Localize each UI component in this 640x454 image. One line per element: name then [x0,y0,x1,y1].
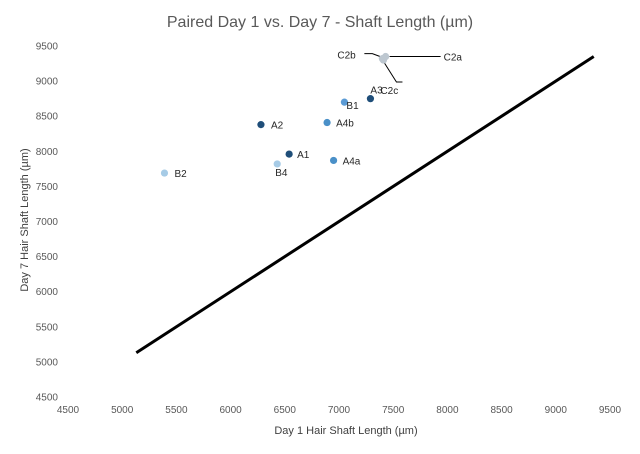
data-point-a4b [323,118,331,127]
data-label-c2c: C2c [380,86,398,97]
x-tick-label: 8500 [490,405,513,416]
y-tick-label: 6000 [36,287,59,298]
y-tick-label: 5500 [36,322,59,333]
x-tick-label: 6500 [274,405,297,416]
y-axis-ticks: 4500 5000 5500 6000 6500 7000 7500 8000 8500 9000… [36,42,59,404]
data-label-a1: A1 [297,150,310,161]
y-tick-label: 7000 [36,217,59,228]
y-tick-label: 7500 [36,182,59,193]
data-label-a3: A3 [370,86,383,97]
reference-line [135,55,595,355]
data-point-a1 [285,150,293,158]
leader-line-c2b [364,53,381,58]
y-tick-label: 4500 [36,393,59,404]
data-point-b4 [273,160,281,168]
x-axis-ticks: 4500 5000 5500 6000 6500 7000 7500 8000 8500 9000… [57,405,622,416]
y-tick-label: 9000 [36,77,59,88]
x-tick-label: 4500 [57,405,80,416]
data-label-a4b: A4b [336,119,354,130]
data-label-b4: B4 [275,168,288,179]
data-point-a2 [257,121,265,129]
chart-title: Paired Day 1 vs. Day 7 - Shaft Length (µ… [167,14,473,31]
x-tick-label: 9500 [599,405,622,416]
data-label-b1: B1 [346,101,359,112]
y-tick-label: 8000 [36,147,59,158]
reference-line-group [135,55,595,355]
data-label-a2: A2 [271,121,284,132]
y-tick-label: 9500 [36,42,59,53]
data-labels: A1 A2 A3 A4a A4b B1 B2 B4 C2a C2b C2c [174,51,462,180]
x-tick-label: 7000 [328,405,351,416]
data-point-b1 [340,98,349,106]
data-label-c2a: C2a [444,53,463,64]
x-tick-label: 5000 [111,405,134,416]
x-tick-label: 6000 [219,405,242,416]
x-tick-label: 9000 [545,405,568,416]
leader-line-c2c [384,62,403,83]
y-axis-title: Day 7 Hair Shaft Length (µm) [19,148,31,291]
data-point-a4a [329,156,338,165]
x-axis-title: Day 1 Hair Shaft Length (µm) [274,425,417,437]
data-point-a3 [366,95,375,103]
y-tick-label: 6500 [36,252,59,263]
data-label-b2: B2 [174,169,187,180]
data-points [160,52,390,177]
x-tick-label: 5500 [165,405,188,416]
data-label-a4a: A4a [343,156,361,167]
label-leader-lines [364,53,441,83]
data-point-b2 [160,169,169,177]
y-tick-label: 8500 [36,112,59,123]
x-tick-label: 8000 [436,405,459,416]
y-tick-label: 5000 [36,357,59,368]
data-point-c2c [379,56,388,64]
data-label-c2b: C2b [337,51,356,62]
x-tick-label: 7500 [382,405,405,416]
